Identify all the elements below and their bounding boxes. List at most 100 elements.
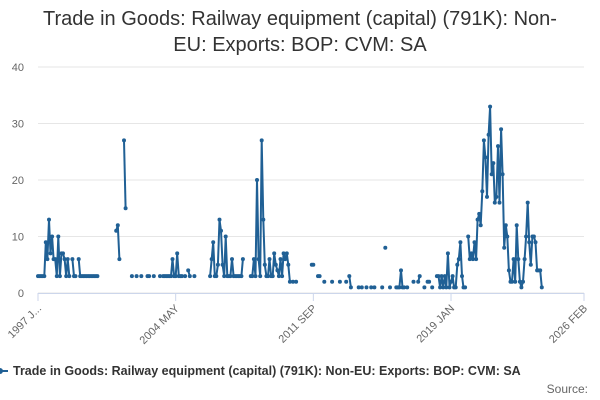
data-point[interactable] (215, 262, 220, 267)
data-point[interactable] (56, 234, 61, 239)
data-point[interactable] (173, 274, 178, 279)
data-point[interactable] (483, 155, 488, 160)
data-point[interactable] (170, 257, 175, 262)
data-point[interactable] (492, 200, 497, 205)
data-point[interactable] (45, 257, 50, 262)
data-point[interactable] (281, 251, 286, 256)
data-point[interactable] (470, 257, 475, 262)
data-point[interactable] (380, 285, 385, 290)
data-point[interactable] (539, 285, 544, 290)
data-point[interactable] (411, 279, 416, 284)
data-point[interactable] (64, 274, 69, 279)
data-point[interactable] (488, 104, 493, 109)
data-point[interactable] (114, 228, 119, 233)
data-point[interactable] (186, 268, 191, 273)
data-point[interactable] (460, 274, 464, 279)
data-point[interactable] (525, 200, 530, 205)
data-point[interactable] (388, 285, 392, 290)
data-point[interactable] (61, 251, 65, 256)
data-point[interactable] (506, 268, 511, 273)
data-point[interactable] (129, 274, 134, 279)
data-point[interactable] (417, 274, 422, 279)
data-point[interactable] (511, 257, 516, 262)
data-point[interactable] (169, 274, 173, 279)
data-point[interactable] (397, 285, 402, 290)
data-point[interactable] (344, 279, 349, 284)
data-point[interactable] (262, 262, 267, 267)
data-point[interactable] (497, 200, 502, 205)
data-point[interactable] (134, 274, 139, 279)
data-point[interactable] (447, 285, 452, 290)
data-point[interactable] (519, 285, 524, 290)
data-point[interactable] (372, 285, 377, 290)
data-point[interactable] (53, 257, 58, 262)
data-point[interactable] (513, 279, 518, 284)
data-point[interactable] (251, 257, 256, 262)
data-point[interactable] (183, 274, 188, 279)
data-point[interactable] (284, 251, 289, 256)
data-point[interactable] (42, 274, 47, 279)
data-point[interactable] (258, 274, 263, 279)
data-point[interactable] (219, 228, 223, 233)
data-point[interactable] (261, 217, 266, 222)
data-point[interactable] (311, 262, 316, 267)
data-point[interactable] (115, 223, 120, 228)
data-point[interactable] (287, 279, 292, 284)
data-point[interactable] (228, 274, 233, 279)
data-point[interactable] (531, 234, 536, 239)
data-point[interactable] (510, 279, 514, 284)
data-point[interactable] (522, 257, 527, 262)
data-point[interactable] (416, 279, 421, 284)
data-point[interactable] (122, 138, 126, 143)
data-point[interactable] (187, 274, 192, 279)
data-point[interactable] (438, 285, 443, 290)
data-point[interactable] (239, 274, 244, 279)
data-point[interactable] (62, 257, 67, 262)
data-point[interactable] (503, 223, 508, 228)
data-point[interactable] (276, 274, 281, 279)
data-point[interactable] (50, 234, 55, 239)
data-point[interactable] (533, 240, 538, 245)
data-point[interactable] (347, 274, 352, 279)
data-point[interactable] (70, 257, 75, 262)
data-point[interactable] (499, 127, 504, 132)
data-point[interactable] (458, 240, 463, 245)
data-point[interactable] (230, 257, 234, 262)
data-point[interactable] (179, 274, 184, 279)
data-point[interactable] (123, 206, 128, 211)
data-point[interactable] (95, 274, 100, 279)
data-point[interactable] (222, 274, 227, 279)
data-point[interactable] (477, 211, 482, 216)
data-point[interactable] (330, 279, 335, 284)
data-point[interactable] (502, 245, 507, 250)
legend[interactable]: Trade in Goods: Railway equipment (capit… (0, 364, 521, 378)
data-point[interactable] (266, 274, 270, 279)
data-point[interactable] (474, 257, 479, 262)
data-point[interactable] (286, 262, 291, 267)
data-point[interactable] (444, 285, 449, 290)
data-point[interactable] (278, 257, 283, 262)
data-point[interactable] (402, 285, 407, 290)
data-point[interactable] (283, 257, 288, 262)
data-point[interactable] (240, 257, 245, 262)
data-point[interactable] (57, 274, 62, 279)
data-point[interactable] (65, 257, 70, 262)
data-point[interactable] (496, 144, 500, 149)
data-point[interactable] (48, 251, 53, 256)
data-point[interactable] (359, 285, 364, 290)
data-point[interactable] (270, 274, 275, 279)
data-point[interactable] (76, 257, 81, 262)
data-point[interactable] (399, 268, 403, 273)
data-point[interactable] (291, 279, 295, 284)
data-point[interactable] (356, 285, 361, 290)
data-point[interactable] (211, 240, 216, 245)
data-point[interactable] (273, 262, 278, 267)
data-point[interactable] (463, 285, 468, 290)
data-point[interactable] (294, 279, 299, 284)
data-point[interactable] (481, 138, 486, 143)
data-point[interactable] (47, 217, 51, 222)
data-point[interactable] (430, 285, 435, 290)
data-point[interactable] (364, 285, 369, 290)
data-point[interactable] (514, 223, 519, 228)
data-point[interactable] (67, 274, 72, 279)
